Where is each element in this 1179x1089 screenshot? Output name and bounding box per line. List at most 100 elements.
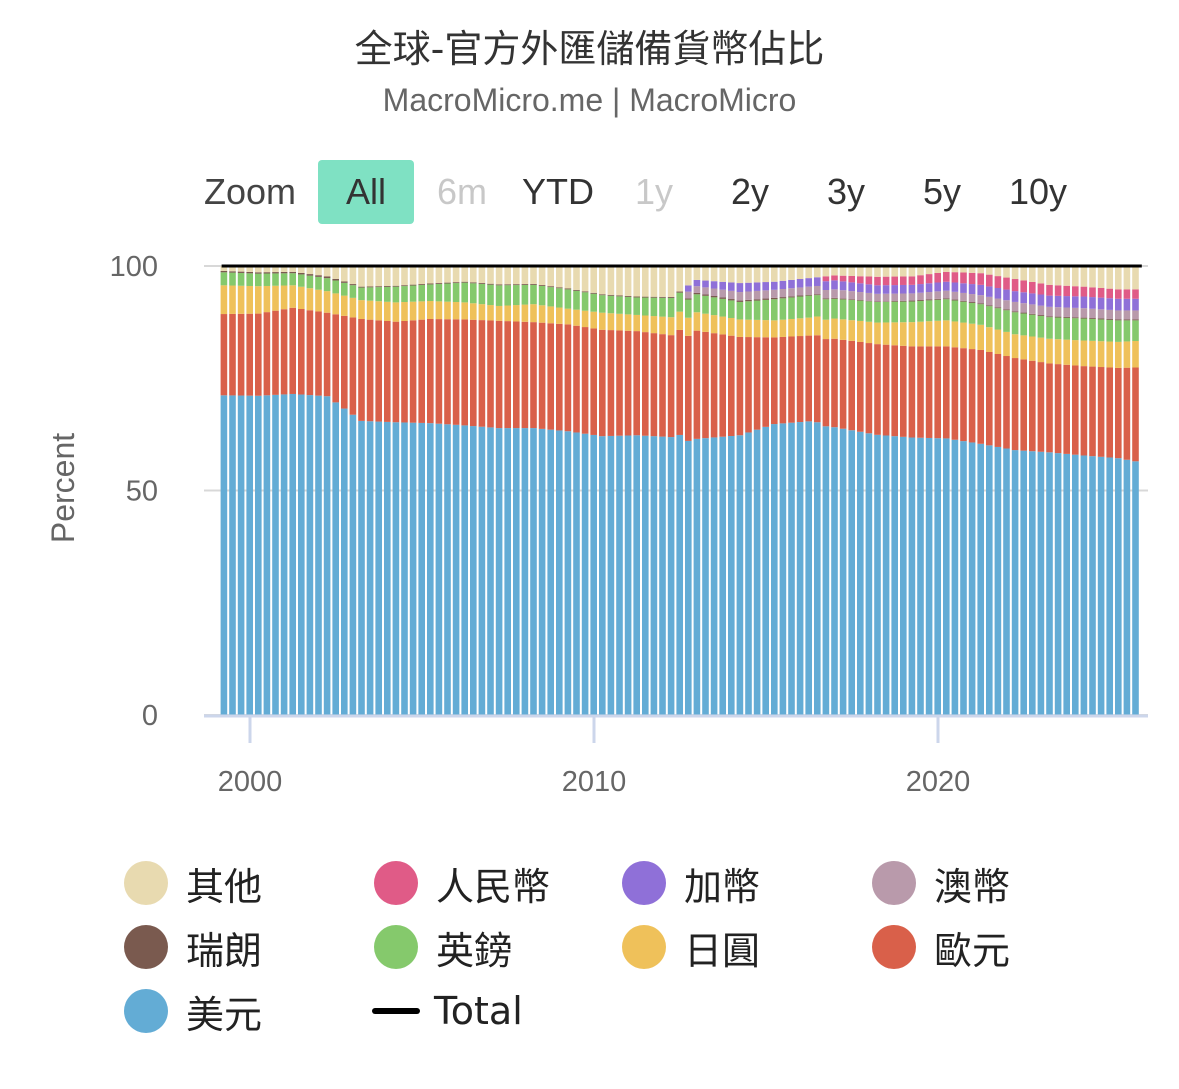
bar-segment-usd bbox=[564, 431, 572, 715]
legend-item-chf[interactable]: 瑞朗 bbox=[124, 922, 262, 973]
bar-segment-jpy bbox=[814, 316, 821, 336]
bar-segment-cad bbox=[968, 284, 976, 295]
bar-segment-usd bbox=[968, 442, 976, 715]
zoom-button-5y[interactable]: 5y bbox=[922, 171, 962, 212]
bar-segment-aud bbox=[994, 298, 1002, 308]
bar-segment-other bbox=[1054, 266, 1062, 286]
bar-segment-jpy bbox=[650, 316, 658, 334]
bar-segment-other bbox=[1003, 266, 1010, 278]
bar-segment-cny bbox=[934, 272, 941, 283]
bar-segment-cad bbox=[814, 277, 821, 286]
legend-dot-icon bbox=[374, 925, 418, 969]
bar-segment-usd bbox=[384, 421, 391, 715]
bar-segment-eur bbox=[1003, 356, 1010, 449]
bar-segment-eur bbox=[1080, 366, 1088, 456]
bar-segment-usd bbox=[831, 427, 838, 715]
bar-segment-other bbox=[968, 266, 976, 273]
bar-segment-cad bbox=[1063, 296, 1070, 308]
bar-segment-gbp bbox=[1054, 317, 1062, 340]
bar-segment-jpy bbox=[1063, 339, 1070, 365]
bar-segment-eur bbox=[753, 337, 761, 430]
bar-segment-other bbox=[925, 266, 933, 275]
bar-segment-jpy bbox=[839, 319, 847, 340]
bar-segment-cad bbox=[874, 285, 881, 294]
bar-segment-chf bbox=[1020, 312, 1027, 314]
bar-segment-jpy bbox=[977, 324, 984, 350]
bar-segment-gbp bbox=[693, 294, 701, 313]
zoom-button-all[interactable]: All bbox=[318, 160, 414, 224]
legend-item-other[interactable]: 其他 bbox=[124, 858, 262, 909]
bar-segment-chf bbox=[564, 288, 572, 290]
bar-segment-other bbox=[547, 266, 554, 287]
bar-segment-cad bbox=[779, 280, 787, 290]
bar-segment-aud bbox=[977, 295, 984, 304]
bar-segment-other bbox=[229, 266, 236, 272]
bar-segment-chf bbox=[263, 272, 271, 274]
bar-segment-chf bbox=[1003, 309, 1010, 311]
bar-segment-other bbox=[581, 266, 589, 292]
bar-segment-jpy bbox=[495, 305, 503, 321]
legend-item-usd[interactable]: 美元 bbox=[124, 986, 262, 1037]
zoom-button-3y[interactable]: 3y bbox=[826, 171, 866, 212]
bar-segment-eur bbox=[332, 314, 339, 403]
bar-segment-other bbox=[1089, 266, 1096, 288]
bar-segment-chf bbox=[917, 300, 924, 301]
bar-segment-cad bbox=[865, 284, 873, 293]
zoom-button-ytd[interactable]: YTD bbox=[522, 171, 594, 212]
y-tick-label: 100 bbox=[110, 251, 158, 283]
bar-segment-jpy bbox=[1089, 340, 1096, 367]
bar-segment-gbp bbox=[564, 289, 572, 309]
bar-segment-eur bbox=[642, 332, 649, 436]
bar-segment-chf bbox=[599, 294, 606, 296]
legend-item-gbp[interactable]: 英鎊 bbox=[374, 922, 512, 973]
legend-item-aud[interactable]: 澳幣 bbox=[872, 858, 1010, 909]
legend-item-jpy[interactable]: 日圓 bbox=[622, 922, 760, 973]
bar-segment-eur bbox=[220, 314, 228, 396]
legend-item-eur[interactable]: 歐元 bbox=[872, 922, 1010, 973]
bar-segment-eur bbox=[762, 337, 769, 427]
bar-segment-other bbox=[255, 266, 262, 273]
bar-segment-jpy bbox=[590, 311, 597, 329]
bar-segment-usd bbox=[444, 424, 451, 715]
bar-segment-jpy bbox=[358, 300, 365, 319]
bar-segment-other bbox=[607, 266, 615, 295]
legend-item-cad[interactable]: 加幣 bbox=[622, 858, 760, 909]
bar-segment-usd bbox=[1132, 461, 1139, 715]
bar-segment-chf bbox=[272, 272, 279, 274]
legend-item-cny[interactable]: 人民幣 bbox=[374, 858, 550, 909]
bar-segment-chf bbox=[504, 284, 511, 286]
bar-segment-aud bbox=[762, 290, 769, 299]
bar-segment-aud bbox=[925, 292, 933, 300]
bar-segment-cad bbox=[693, 279, 701, 287]
bar-segment-usd bbox=[607, 435, 615, 715]
bar-segment-jpy bbox=[332, 293, 339, 315]
legend-item-total[interactable]: Total bbox=[372, 986, 523, 1036]
bar-segment-chf bbox=[495, 284, 503, 286]
bar-segment-chf bbox=[1115, 319, 1122, 321]
zoom-button-2y[interactable]: 2y bbox=[730, 171, 770, 212]
legend-dot-icon bbox=[124, 989, 168, 1033]
bar-segment-usd bbox=[1106, 457, 1113, 715]
bar-segment-cad bbox=[1011, 291, 1019, 302]
bar-segment-other bbox=[771, 266, 778, 282]
bar-segment-usd bbox=[934, 438, 941, 715]
bar-segment-usd bbox=[951, 439, 959, 715]
bar-segment-other bbox=[1063, 266, 1070, 286]
bar-segment-cad bbox=[1089, 297, 1096, 309]
bar-segment-jpy bbox=[1123, 341, 1131, 368]
bar-segment-gbp bbox=[650, 297, 658, 317]
bar-segment-jpy bbox=[246, 285, 253, 314]
bar-segment-usd bbox=[710, 437, 718, 715]
bar-segment-other bbox=[1046, 266, 1053, 285]
bar-segment-aud bbox=[693, 286, 701, 293]
zoom-button-10y[interactable]: 10y bbox=[1008, 171, 1068, 212]
bar-segment-eur bbox=[1020, 359, 1027, 451]
bar-segment-other bbox=[710, 266, 718, 282]
bar-segment-other bbox=[384, 266, 391, 286]
bar-segment-other bbox=[332, 266, 339, 279]
bar-segment-eur bbox=[495, 320, 503, 429]
bar-segment-eur bbox=[1115, 367, 1122, 459]
bar-segment-usd bbox=[891, 436, 898, 715]
bar-segment-eur bbox=[1063, 364, 1070, 454]
bar-segment-other bbox=[891, 266, 898, 277]
